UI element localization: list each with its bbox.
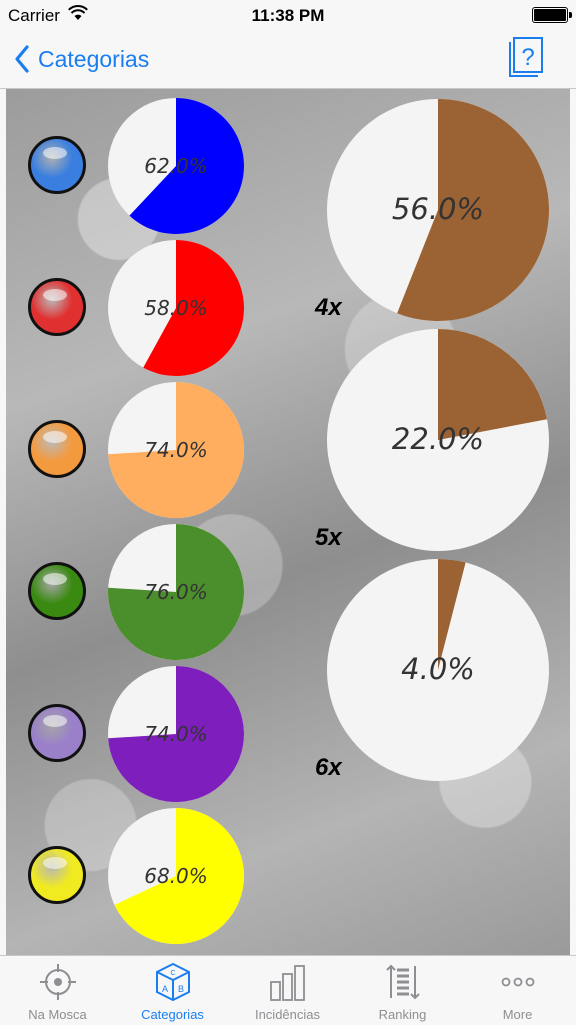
pie-percent-label: 68.0% <box>144 863 208 888</box>
pie-percent-label: 56.0% <box>391 192 485 227</box>
multiplier-label: 6x <box>315 754 342 781</box>
back-button-label: Categorias <box>38 45 150 72</box>
pie-slice <box>129 98 244 234</box>
wifi-icon <box>68 5 88 20</box>
pie-purple: 74.0% <box>108 666 244 802</box>
clock: 11:38 PM <box>251 6 325 25</box>
svg-text:C: C <box>170 970 175 977</box>
pie-percent-label: 58.0% <box>144 295 208 320</box>
pie-slice <box>114 808 245 944</box>
status-bar: Carrier 11:38 PM <box>0 0 576 30</box>
battery-icon <box>532 7 572 23</box>
categories-stats-panel: 62.0% 58.0% 74.0% 76.0% 74.0% 68.0% 56.0% 4x 22… <box>6 89 570 955</box>
pie-slice <box>108 524 244 660</box>
pie-percent-label: 74.0% <box>144 437 208 462</box>
pie-percent-label: 62.0% <box>144 153 208 178</box>
pie-orange: 74.0% <box>108 382 244 518</box>
tab-na-mosca[interactable]: Na Mosca <box>0 956 115 1025</box>
pie-percent-label: 22.0% <box>391 422 485 457</box>
color-ball-purple[interactable] <box>28 704 86 762</box>
tab-label: Categorias <box>141 1007 204 1022</box>
help-symbol: ? <box>521 44 534 71</box>
tab-label: Incidências <box>254 1007 321 1022</box>
multiplier-label: 5x <box>315 524 342 551</box>
color-ball-blue[interactable] <box>28 136 86 194</box>
pie-slice <box>143 240 244 376</box>
carrier-label: Carrier <box>8 6 60 25</box>
help-book-icon: ? <box>509 37 543 77</box>
tab-categorias[interactable]: C A B Categorias <box>115 956 230 1025</box>
tab-ranking[interactable]: Ranking <box>345 956 460 1025</box>
target-icon <box>40 964 76 1000</box>
navigation-bar: Categorias ? <box>0 30 576 89</box>
pie-multiplier-6x: 4.0% <box>327 559 549 781</box>
more-icon <box>501 977 535 987</box>
bar-chart-icon <box>270 965 305 1001</box>
tab-bar: Na Mosca C A B Categorias Incidências <box>0 955 576 1025</box>
pie-multiplier-4x: 56.0% <box>327 99 549 321</box>
pie-percent-label: 4.0% <box>401 652 475 687</box>
pie-percent-label: 74.0% <box>144 721 208 746</box>
tab-label: Ranking <box>378 1007 427 1022</box>
color-ball-red[interactable] <box>28 278 86 336</box>
color-ball-green[interactable] <box>28 562 86 620</box>
tab-label: More <box>502 1007 533 1022</box>
pie-green: 76.0% <box>108 524 244 660</box>
pie-red: 58.0% <box>108 240 244 376</box>
color-ball-yellow[interactable] <box>28 846 86 904</box>
pie-slice <box>438 559 466 670</box>
help-button[interactable]: ? <box>508 36 546 78</box>
ranking-icon <box>386 964 420 1000</box>
chevron-left-icon <box>15 45 29 73</box>
pie-slice <box>397 99 549 321</box>
tab-incidencias[interactable]: Incidências <box>230 956 345 1025</box>
svg-text:B: B <box>178 984 184 994</box>
pie-multiplier-5x: 22.0% <box>327 329 549 551</box>
abc-blocks-icon: C A B <box>156 962 190 1002</box>
multiplier-label: 4x <box>315 294 342 321</box>
pie-slice <box>108 382 244 518</box>
pie-slice <box>438 329 548 440</box>
tab-label: Na Mosca <box>28 1007 87 1022</box>
pie-slice <box>108 666 244 802</box>
back-button[interactable]: Categorias <box>14 42 149 76</box>
color-ball-orange[interactable] <box>28 420 86 478</box>
pie-percent-label: 76.0% <box>144 579 208 604</box>
pie-yellow: 68.0% <box>108 808 245 944</box>
svg-text:A: A <box>162 984 168 994</box>
pie-blue: 62.0% <box>108 98 244 234</box>
tab-more[interactable]: More <box>460 956 575 1025</box>
